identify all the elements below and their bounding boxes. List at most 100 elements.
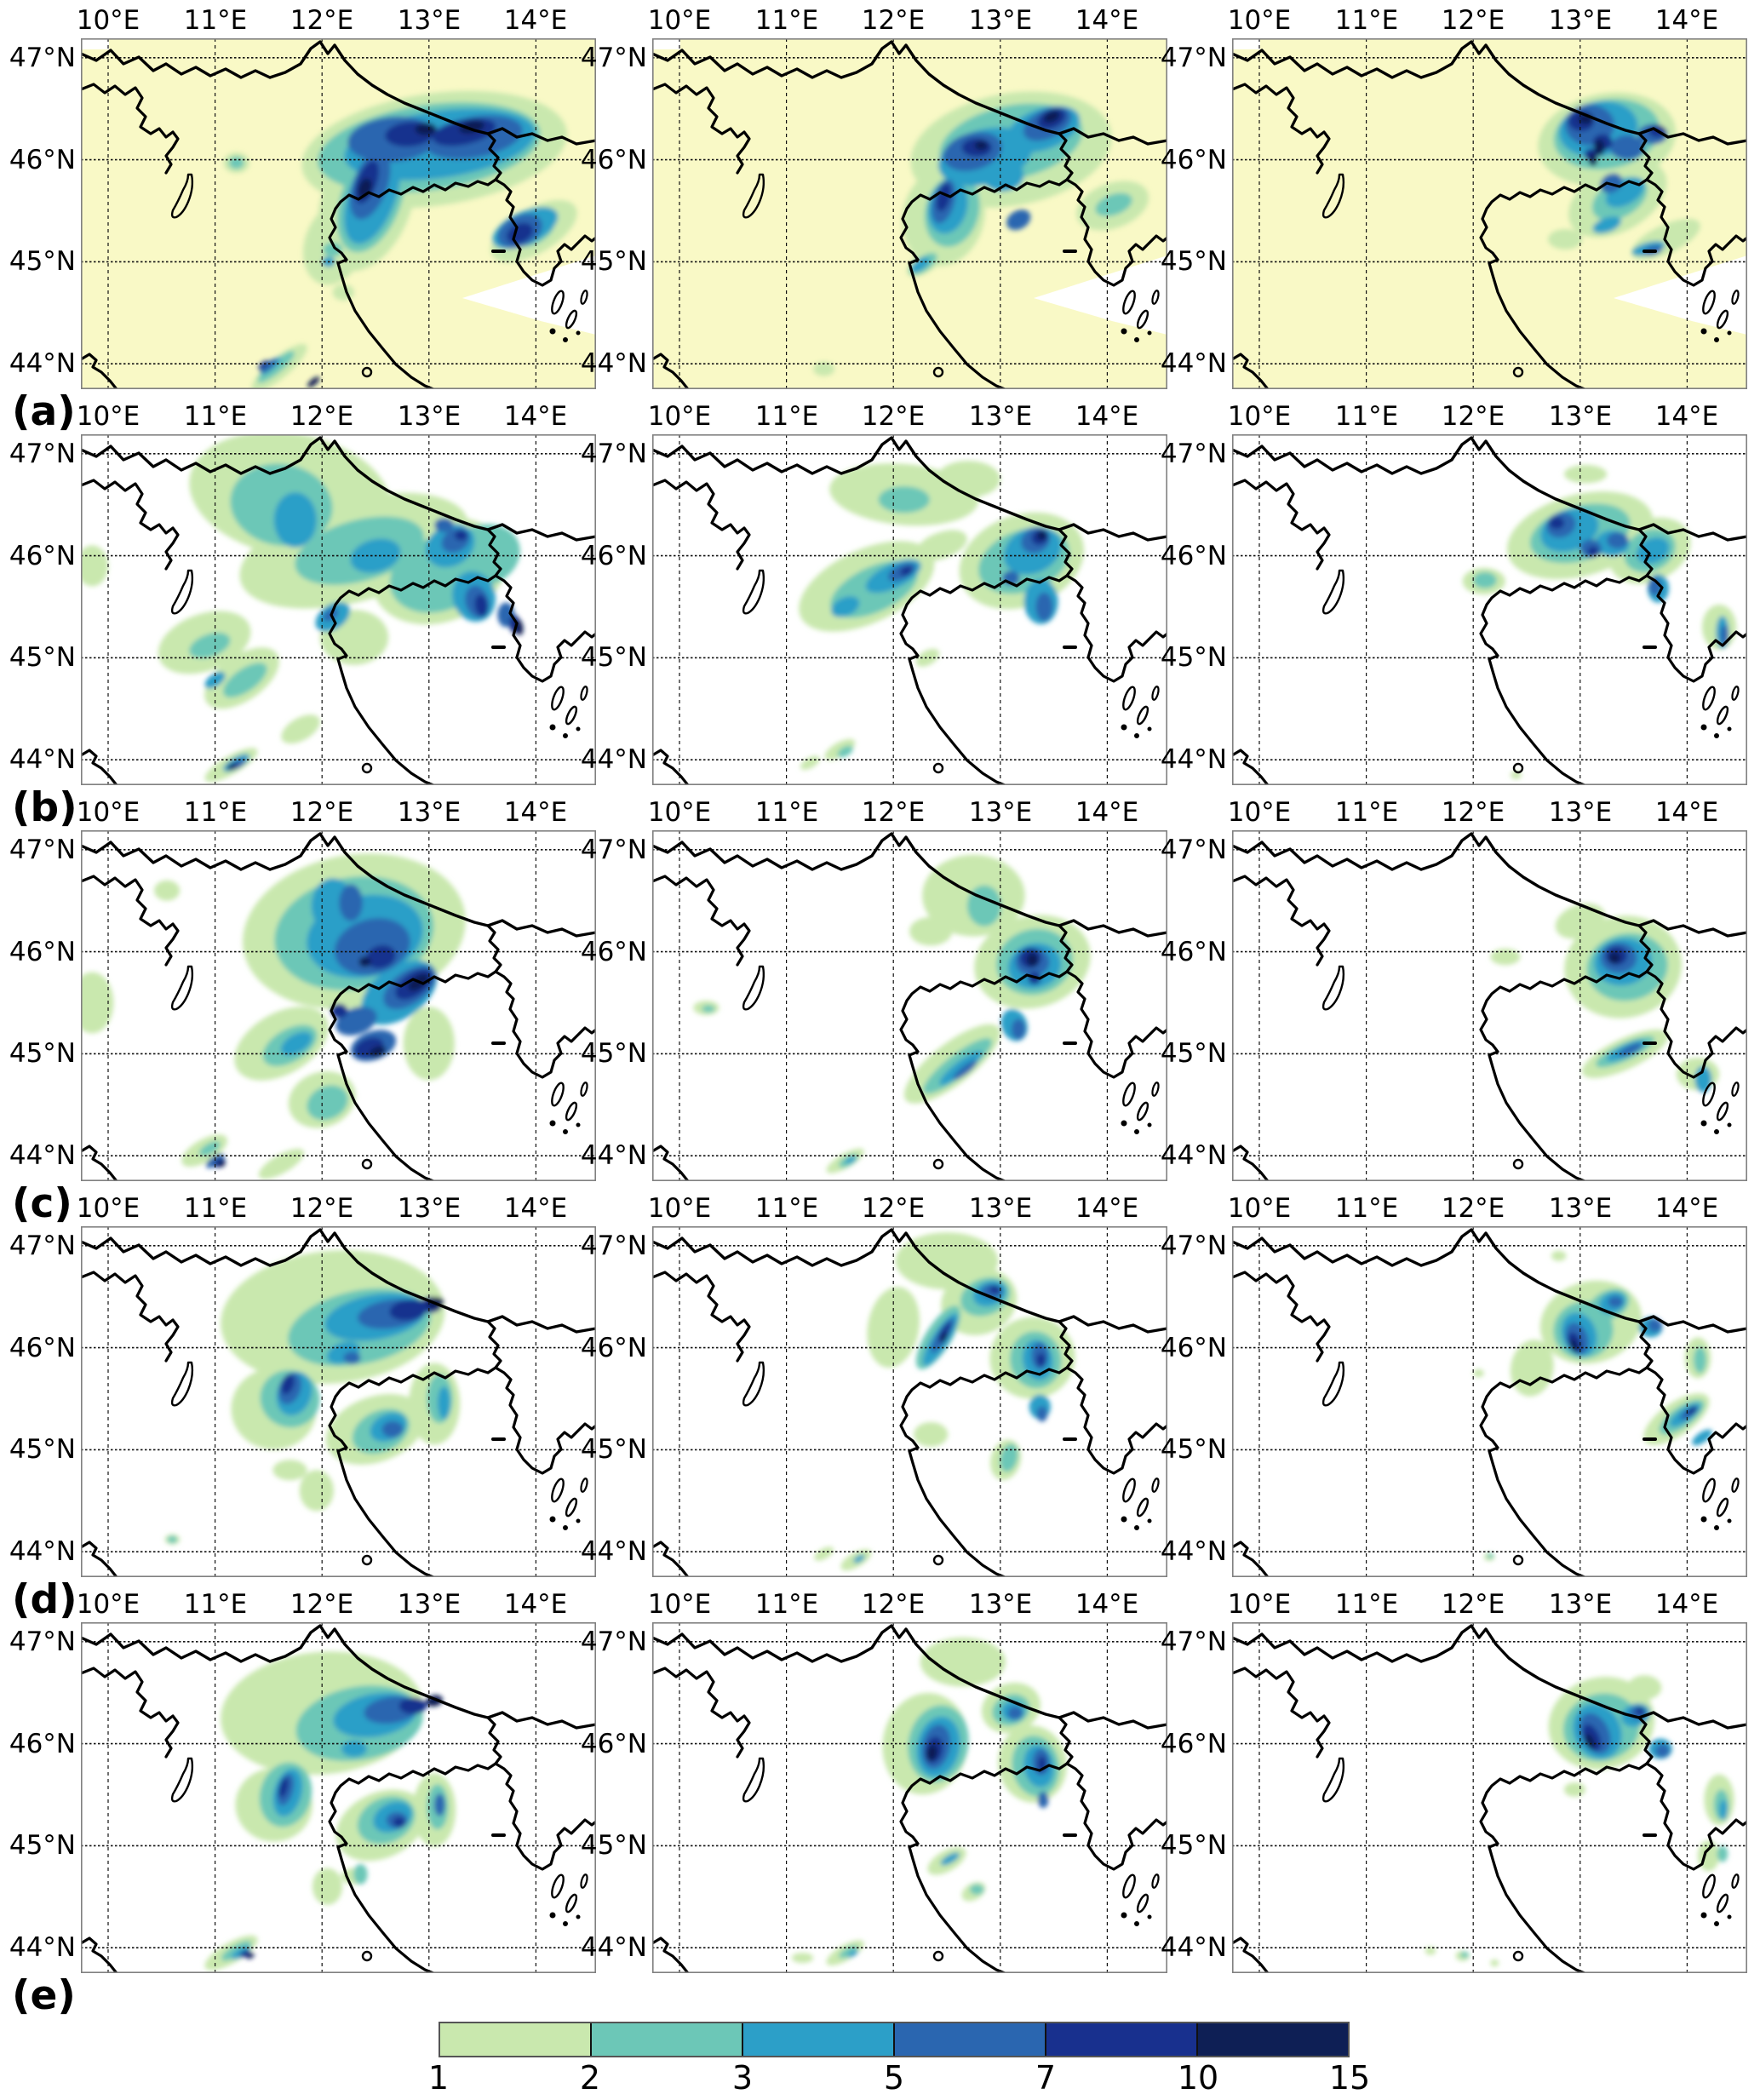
coastline	[1233, 1228, 1746, 1576]
map-d3	[1232, 1226, 1747, 1577]
precip-field	[1462, 464, 1737, 779]
lon-tick-label: 13°E	[397, 401, 461, 432]
map-frame	[1232, 1226, 1747, 1577]
lat-tick-label: 44°N	[1160, 1536, 1227, 1567]
lat-tick-label: 44°N	[9, 1140, 76, 1171]
lat-tick-label: 45°N	[9, 1830, 76, 1861]
lat-tick-label: 46°N	[9, 145, 76, 175]
coastline	[1233, 832, 1746, 1180]
lat-tick-label: 47°N	[9, 835, 76, 865]
lon-tick-label: 13°E	[968, 1193, 1033, 1224]
map-b2	[652, 434, 1167, 785]
colorbar-tick-label: 15	[1328, 2059, 1371, 2097]
lon-tick-label: 12°E	[290, 1589, 354, 1620]
lon-tick-label: 11°E	[754, 5, 819, 36]
lon-tick-label: 14°E	[503, 401, 568, 432]
coastline	[1233, 436, 1746, 784]
lat-tick-label: 45°N	[580, 642, 647, 673]
lon-tick-label: 14°E	[503, 1193, 568, 1224]
lon-tick-label: 14°E	[1075, 797, 1139, 828]
panel-c1	[81, 830, 596, 1181]
lon-tick-label: 11°E	[1334, 401, 1399, 432]
lat-tick-label: 47°N	[9, 1627, 76, 1657]
lon-tick-label: 14°E	[1075, 5, 1139, 36]
lon-tick-label: 13°E	[1548, 1193, 1613, 1224]
lon-tick-label: 10°E	[1227, 5, 1292, 36]
lat-tick-label: 45°N	[1160, 246, 1227, 277]
lat-tick-label: 45°N	[580, 246, 647, 277]
lat-tick-label: 45°N	[9, 642, 76, 673]
map-b1	[81, 434, 596, 785]
lon-tick-label: 13°E	[1548, 5, 1613, 36]
lon-tick-label: 12°E	[1441, 401, 1505, 432]
lon-tick-label: 14°E	[1654, 1193, 1719, 1224]
colorbar-segment	[895, 2023, 1046, 2056]
lat-tick-label: 45°N	[580, 1434, 647, 1465]
coastline	[653, 436, 1167, 784]
map-frame	[652, 830, 1167, 1181]
lat-tick-label: 45°N	[580, 1830, 647, 1861]
map-c1	[81, 830, 596, 1181]
map-a1	[81, 38, 596, 389]
precip-field	[1490, 903, 1720, 1093]
map-frame	[81, 434, 596, 785]
lon-tick-label: 11°E	[754, 1193, 819, 1224]
row-label-e: (e)	[12, 1972, 76, 2019]
lon-tick-label: 11°E	[183, 797, 248, 828]
colorbar-segment	[592, 2023, 743, 2056]
lon-tick-label: 14°E	[1075, 401, 1139, 432]
precip-field	[1425, 1675, 1734, 1967]
lon-tick-label: 10°E	[76, 1193, 140, 1224]
lat-tick-label: 46°N	[1160, 937, 1227, 967]
panel-e1	[81, 1622, 596, 1973]
coastline	[1233, 40, 1746, 388]
lon-tick-label: 11°E	[1334, 797, 1399, 828]
lon-tick-label: 12°E	[1441, 797, 1505, 828]
map-d2	[652, 1226, 1167, 1577]
colorbar-segment	[440, 2023, 592, 2056]
lat-tick-label: 46°N	[1160, 1729, 1227, 1759]
lon-tick-label: 12°E	[290, 5, 354, 36]
lon-tick-label: 10°E	[647, 5, 712, 36]
colorbar-tick-label: 10	[1177, 2059, 1219, 2097]
panel-e3	[1232, 1622, 1747, 1973]
colorbar-segment	[743, 2023, 895, 2056]
lat-tick-label: 45°N	[1160, 642, 1227, 673]
row-label-b: (b)	[12, 784, 77, 831]
colorbar	[439, 2022, 1350, 2057]
lon-tick-label: 13°E	[397, 1193, 461, 1224]
lat-tick-label: 44°N	[1160, 1140, 1227, 1171]
lat-tick-label: 44°N	[1160, 348, 1227, 379]
panel-c2	[652, 830, 1167, 1181]
map-background	[1232, 830, 1747, 1181]
lat-tick-label: 47°N	[9, 43, 76, 73]
lon-tick-label: 10°E	[76, 5, 140, 36]
lon-tick-label: 11°E	[754, 401, 819, 432]
lon-tick-label: 10°E	[647, 1193, 712, 1224]
panel-a1	[81, 38, 596, 389]
lon-tick-label: 10°E	[1227, 1193, 1292, 1224]
lon-tick-label: 10°E	[76, 797, 140, 828]
lon-tick-label: 14°E	[1075, 1193, 1139, 1224]
lon-tick-label: 13°E	[968, 5, 1033, 36]
colorbar-tick-label: 7	[1035, 2059, 1057, 2097]
map-background	[652, 830, 1167, 1181]
lon-tick-label: 13°E	[1548, 401, 1613, 432]
lon-tick-label: 12°E	[1441, 5, 1505, 36]
lon-tick-label: 10°E	[76, 401, 140, 432]
lon-tick-label: 11°E	[1334, 5, 1399, 36]
lat-tick-label: 47°N	[580, 1231, 647, 1261]
lat-tick-label: 44°N	[580, 744, 647, 775]
map-frame	[652, 434, 1167, 785]
lat-tick-label: 46°N	[1160, 1333, 1227, 1363]
lat-tick-label: 46°N	[580, 1729, 647, 1759]
lon-tick-label: 11°E	[1334, 1193, 1399, 1224]
colorbar-tick-label: 3	[731, 2059, 754, 2097]
lon-tick-label: 12°E	[290, 401, 354, 432]
lat-tick-label: 46°N	[580, 541, 647, 571]
lat-tick-label: 44°N	[1160, 744, 1227, 775]
row-label-d: (d)	[12, 1576, 77, 1623]
lat-tick-label: 47°N	[9, 1231, 76, 1261]
lat-tick-label: 44°N	[9, 348, 76, 379]
